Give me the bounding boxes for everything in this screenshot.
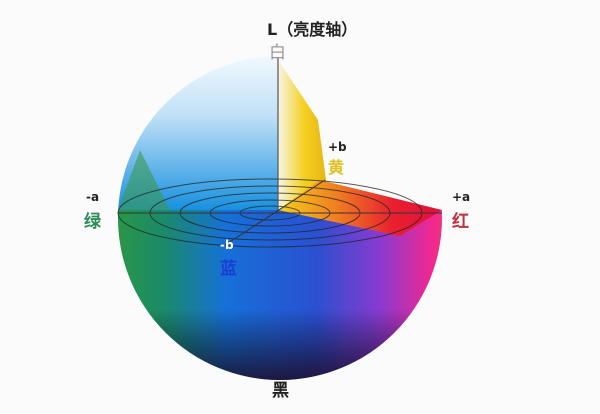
black-label: 黑 (272, 381, 289, 401)
minus-a-label: -a (86, 190, 100, 204)
green-label: 绿 (84, 212, 101, 232)
cut-face (278, 60, 330, 210)
minus-b-label: -b (220, 238, 234, 252)
blue-label: 蓝 (220, 259, 237, 279)
l-axis-label: L（亮度轴） (267, 20, 358, 39)
plus-b-label: +b (328, 140, 347, 154)
white-label: 白 (269, 43, 286, 63)
ab-plane-wedge (278, 180, 442, 236)
yellow-label: 黄 (328, 158, 345, 177)
plus-a-label: +a (452, 190, 471, 204)
red-label: 红 (452, 212, 469, 232)
